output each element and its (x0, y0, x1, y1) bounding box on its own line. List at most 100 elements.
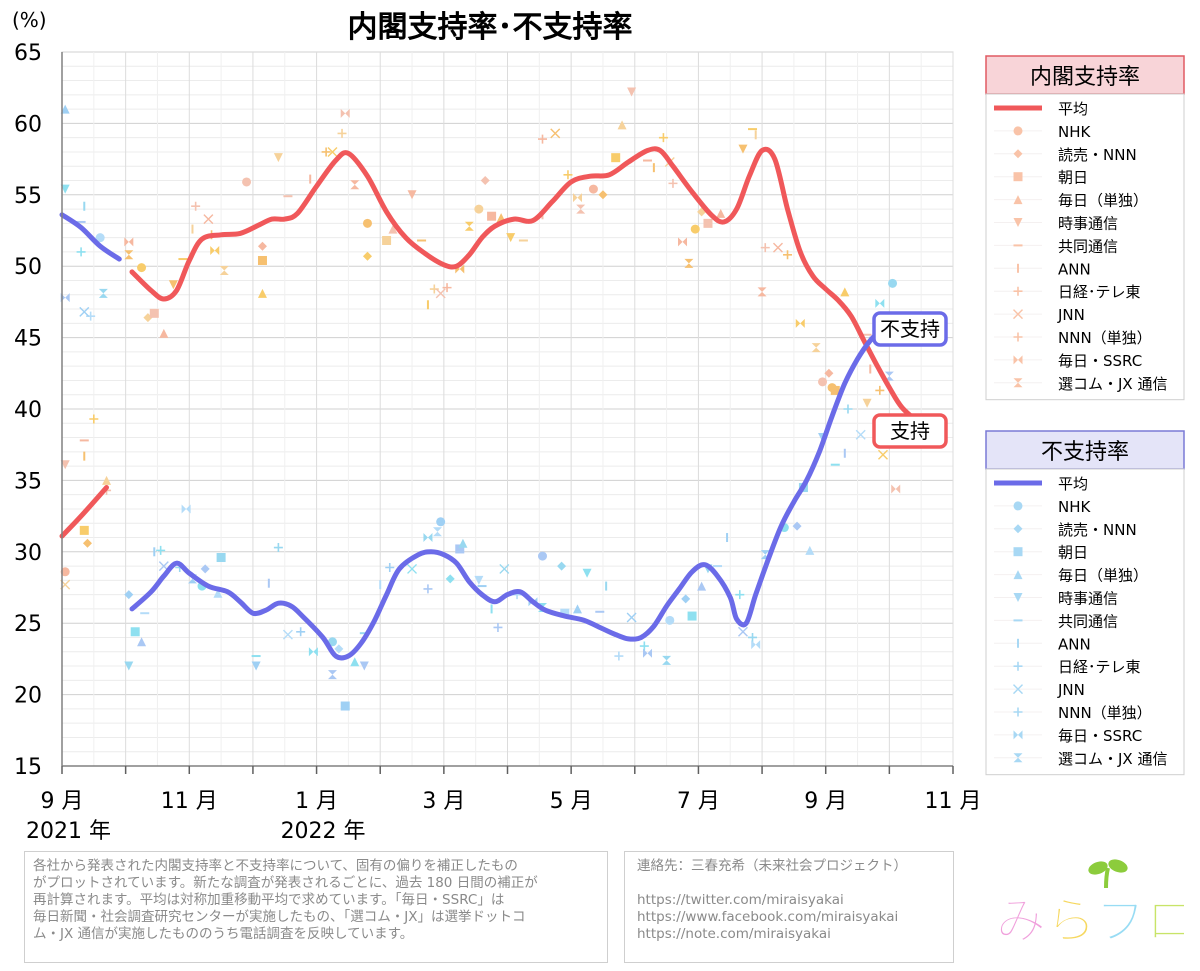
x-year-label: 2021 年 (26, 819, 111, 844)
disapprove-poll-point (687, 611, 697, 621)
disapprove-poll-point (493, 622, 503, 632)
note-link[interactable]: https://note.com/miraisyakai (637, 926, 831, 942)
disapprove-poll-point (407, 563, 418, 574)
legend-entry-label: 共同通信 (1058, 237, 1118, 255)
support-poll-point (891, 484, 901, 494)
methodology-line: がプロットされています。新たな調査が発表されるごとに、過去 180 日間の補正が (33, 875, 538, 891)
support-poll-point (464, 221, 474, 231)
x-tick-label: 11 月 (925, 789, 982, 814)
sprout-icon (1088, 859, 1128, 889)
y-tick-label: 40 (14, 398, 42, 423)
disapprove-poll-point (98, 288, 108, 298)
legend-title-box (985, 55, 1185, 95)
support-poll-point (168, 280, 178, 290)
support-poll-point (191, 201, 201, 211)
legend-swatch-marker (1013, 172, 1023, 182)
support-poll-point (137, 263, 147, 273)
disapprove-poll-point (855, 429, 866, 440)
support-poll-point (124, 237, 134, 247)
support-poll-point (760, 243, 770, 253)
disapprove-poll-point (557, 561, 567, 571)
support-poll-point (321, 147, 331, 157)
y-tick-label: 45 (14, 327, 42, 352)
legend-swatch-marker (1013, 707, 1023, 717)
legend-title-box (985, 430, 1185, 470)
legend-swatch-marker (1013, 378, 1023, 388)
support-poll-point (795, 318, 805, 328)
support-poll-point (435, 288, 446, 299)
support-poll-point (824, 368, 834, 378)
support-poll-point (210, 245, 220, 255)
support-poll-point (563, 170, 573, 180)
support-poll-point (340, 108, 350, 118)
legend-swatch-marker (1013, 547, 1023, 557)
legend-entry-label: NNN（単独） (1058, 329, 1152, 347)
disapprove-poll-point (60, 293, 70, 303)
methodology-line: 再計算されます。平均は対称加重移動平均で求めています。「毎日・SSRC」は (33, 892, 505, 908)
disapprove-poll-point (499, 563, 510, 574)
disapprove-average-line (59, 212, 122, 262)
legend-entry-label: 時事通信 (1058, 590, 1118, 608)
legend-entry-label: 朝日 (1058, 544, 1088, 562)
x-tick-label: 9 月 (41, 789, 84, 814)
support-poll-point (818, 377, 828, 387)
disapprove-poll-point (308, 647, 318, 657)
support-poll-point (588, 184, 598, 194)
support-poll-point (487, 211, 497, 221)
support-poll-point (690, 224, 700, 234)
support-poll-point (79, 525, 89, 535)
support-poll-point (738, 144, 748, 154)
disapprove-poll-point (282, 629, 293, 640)
methodology-note: 各社から発表された内閣支持率と不支持率について、固有の偏りを補正したもの がプロ… (24, 851, 608, 963)
support-end-label: 支持 (890, 419, 930, 443)
support-poll-point (382, 235, 392, 245)
x-tick-label: 11 月 (161, 789, 218, 814)
legend-entry-label: JNN (1057, 681, 1085, 699)
support-poll-point (102, 475, 112, 485)
disapprove-poll-point (560, 608, 570, 618)
disapprove-poll-point (200, 564, 210, 574)
legend-entry-label: 読売・NNN (1058, 146, 1137, 164)
support-poll-point (60, 460, 70, 470)
y-tick-label: 15 (14, 755, 42, 780)
twitter-link[interactable]: https://twitter.com/miraisyakai (637, 892, 844, 908)
disapprove-end-label-box (872, 311, 948, 347)
disapprove-poll-point (124, 590, 134, 600)
disapprove-poll-point (137, 637, 147, 647)
support-poll-point (658, 133, 668, 143)
support-poll-point (678, 237, 688, 247)
y-tick-label: 50 (14, 255, 42, 280)
disapprove-poll-point (216, 553, 226, 563)
disapprove-poll-point (181, 504, 191, 514)
support-poll-point (407, 190, 417, 200)
support-poll-point (716, 208, 726, 218)
support-poll-point (149, 308, 159, 318)
miraipro-logo: みらプロ (996, 859, 1184, 951)
support-poll-point (783, 250, 793, 260)
disapprove-poll-point (697, 581, 707, 591)
disapprove-poll-point (751, 640, 761, 650)
facebook-link[interactable]: https://www.facebook.com/miraisyakai (637, 909, 899, 925)
y-tick-label: 35 (14, 469, 42, 494)
support-poll-point (89, 414, 99, 424)
disapprove-poll-point (455, 544, 465, 554)
disapprove-poll-point (130, 627, 140, 637)
legend-entry-label: NHK (1058, 498, 1092, 516)
legend-entry-label: 朝日 (1058, 169, 1088, 187)
legend-swatch-marker (1013, 149, 1023, 159)
disapprove-poll-point (573, 604, 583, 614)
disapprove-poll-point (805, 545, 815, 555)
legend-entry-label: 平均 (1058, 475, 1088, 493)
disapprove-poll-point (888, 278, 898, 288)
disapprove-poll-point (432, 527, 442, 537)
support-poll-point (757, 287, 767, 297)
legend-entry-label: 読売・NNN (1058, 521, 1137, 539)
support-poll-point (362, 218, 372, 228)
disapprove-poll-point (340, 701, 350, 711)
chart: 内閣支持率･不支持率 (%) 15 20 25 30 35 40 45 50 55 60 65 9 月… (12, 8, 1185, 844)
disapprove-poll-point (359, 661, 369, 671)
legend-swatch-marker (1013, 218, 1023, 227)
support-poll-point (772, 242, 783, 253)
support-poll-point (877, 449, 888, 460)
x-year-label: 2022 年 (281, 819, 366, 844)
